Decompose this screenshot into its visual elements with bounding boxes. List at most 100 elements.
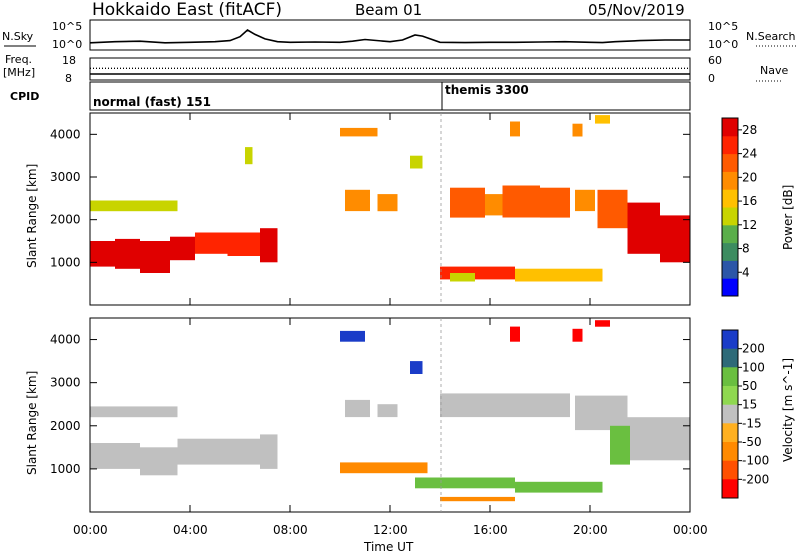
scatter-region bbox=[610, 425, 630, 465]
x-tick-label: 08:00 bbox=[273, 523, 308, 537]
power-cbar-label: Power [dB] bbox=[781, 185, 795, 250]
velocity-panel: 1000 2000 3000 4000 00:00 04:00 08:00 12:00 16:… bbox=[25, 317, 795, 554]
scatter-region bbox=[177, 438, 260, 465]
scatter-region bbox=[260, 228, 278, 263]
colorbar-tick-label: 16 bbox=[742, 194, 757, 208]
y-tick-label: 4000 bbox=[50, 127, 81, 141]
nsky-series-line bbox=[89, 29, 690, 44]
power-x-ticks bbox=[89, 113, 691, 305]
cpid-mode-1: normal (fast) 151 bbox=[93, 95, 211, 109]
scatter-region bbox=[597, 189, 628, 229]
freq-tick-bottom: 8 bbox=[65, 72, 72, 85]
scatter-region bbox=[485, 194, 503, 216]
colorbar-tick-label: 100 bbox=[742, 360, 765, 374]
velocity-y-ticks: 1000 2000 3000 4000 bbox=[50, 333, 690, 476]
colorbar-tick-label: 8 bbox=[742, 242, 750, 256]
freq-tick-top: 18 bbox=[62, 54, 76, 67]
scatter-region bbox=[227, 232, 260, 256]
cpid-panel: CPID normal (fast) 151 themis 3300 bbox=[10, 81, 691, 111]
y-tick-label: 2000 bbox=[50, 213, 81, 227]
scatter-region bbox=[340, 462, 428, 474]
colorbar-tick-label: 24 bbox=[742, 147, 757, 161]
cpid-label: CPID bbox=[10, 90, 39, 103]
scatter-region bbox=[450, 273, 475, 282]
power-colorbar: 4 8 12 16 20 24 28 bbox=[721, 117, 757, 297]
scatter-region bbox=[510, 121, 520, 137]
x-tick-label: 00:00 bbox=[673, 523, 708, 537]
noise-tick-left-bottom: 10^0 bbox=[52, 38, 82, 51]
scatter-region bbox=[377, 194, 398, 212]
scatter-region bbox=[440, 393, 570, 418]
scatter-region bbox=[410, 155, 423, 169]
scatter-region bbox=[340, 330, 365, 342]
scatter-region bbox=[260, 434, 278, 469]
scatter-region bbox=[115, 238, 140, 269]
y-tick-label: 3000 bbox=[50, 376, 81, 390]
colorbar-tick-label: -50 bbox=[742, 435, 762, 449]
scatter-region bbox=[450, 187, 485, 218]
velocity-x-ticks: 00:00 04:00 08:00 12:00 16:00 20:00 00:00 bbox=[73, 318, 708, 537]
time-axis-label: Time UT bbox=[363, 540, 414, 554]
velocity-data bbox=[90, 320, 690, 502]
scatter-region bbox=[90, 200, 178, 212]
noise-tick-right-bottom: 10^0 bbox=[708, 38, 738, 51]
colorbar-swatch bbox=[722, 207, 738, 226]
x-tick-label: 12:00 bbox=[373, 523, 408, 537]
scatter-region bbox=[575, 189, 595, 212]
scatter-region bbox=[595, 320, 610, 327]
colorbar-swatch bbox=[722, 135, 738, 155]
colorbar-tick-label: 12 bbox=[742, 218, 757, 232]
scatter-region bbox=[377, 404, 398, 418]
y-tick-label: 1000 bbox=[50, 255, 81, 269]
scatter-region bbox=[245, 147, 253, 165]
noise-tick-left-top: 10^5 bbox=[52, 20, 82, 33]
scatter-region bbox=[170, 236, 195, 261]
scatter-region bbox=[502, 185, 540, 218]
nsky-label: N.Sky bbox=[2, 30, 34, 43]
colorbar-tick-label: -200 bbox=[742, 472, 769, 486]
scatter-region bbox=[627, 202, 660, 254]
nsearch-label: N.Search bbox=[746, 30, 796, 43]
colorbar-tick-label: 4 bbox=[742, 265, 750, 279]
colorbar-swatch bbox=[722, 171, 738, 190]
colorbar-swatch bbox=[722, 330, 738, 350]
colorbar-swatch bbox=[722, 224, 738, 244]
nave-tick-bottom: 0 bbox=[708, 72, 715, 85]
y-tick-label: 1000 bbox=[50, 462, 81, 476]
colorbar-swatch bbox=[722, 404, 738, 424]
colorbar-tick-label: -100 bbox=[742, 454, 769, 468]
colorbar-swatch bbox=[722, 118, 738, 137]
colorbar-swatch bbox=[722, 242, 738, 261]
noise-tick-right-top: 10^5 bbox=[708, 20, 738, 33]
velocity-ylabel: Slant Range [km] bbox=[25, 371, 39, 475]
power-y-ticks: 1000 2000 3000 4000 bbox=[50, 127, 690, 269]
scatter-region bbox=[410, 361, 423, 374]
colorbar-swatch bbox=[722, 348, 738, 368]
cpid-mode-2: themis 3300 bbox=[445, 83, 529, 97]
scatter-region bbox=[595, 115, 610, 124]
scatter-region bbox=[627, 417, 690, 461]
colorbar-swatch bbox=[722, 278, 738, 297]
scatter-region bbox=[415, 477, 515, 489]
scatter-region bbox=[195, 232, 228, 254]
colorbar-swatch bbox=[722, 189, 738, 208]
x-tick-label: 20:00 bbox=[573, 523, 608, 537]
scatter-region bbox=[440, 496, 515, 502]
colorbar-tick-label: -15 bbox=[742, 416, 762, 430]
colorbar-frame bbox=[721, 117, 739, 297]
scatter-region bbox=[515, 268, 603, 282]
velocity-cbar-label: Velocity [m s^-1] bbox=[781, 358, 795, 462]
noise-panel: N.Sky N.Search 10^5 10^0 10^5 10^0 bbox=[2, 19, 796, 51]
colorbar-tick-label: 15 bbox=[742, 398, 757, 412]
nave-label: Nave bbox=[760, 64, 788, 77]
colorbar-swatch bbox=[722, 423, 738, 443]
colorbar-swatch bbox=[722, 460, 738, 480]
scatter-region bbox=[345, 399, 370, 418]
scatter-region bbox=[90, 406, 178, 418]
power-data bbox=[90, 115, 690, 282]
colorbar-frame bbox=[721, 329, 739, 499]
freq-panel: Freq. [MHz] 18 8 60 0 Nave bbox=[3, 53, 788, 85]
x-tick-label: 00:00 bbox=[73, 523, 108, 537]
scatter-region bbox=[515, 481, 603, 493]
